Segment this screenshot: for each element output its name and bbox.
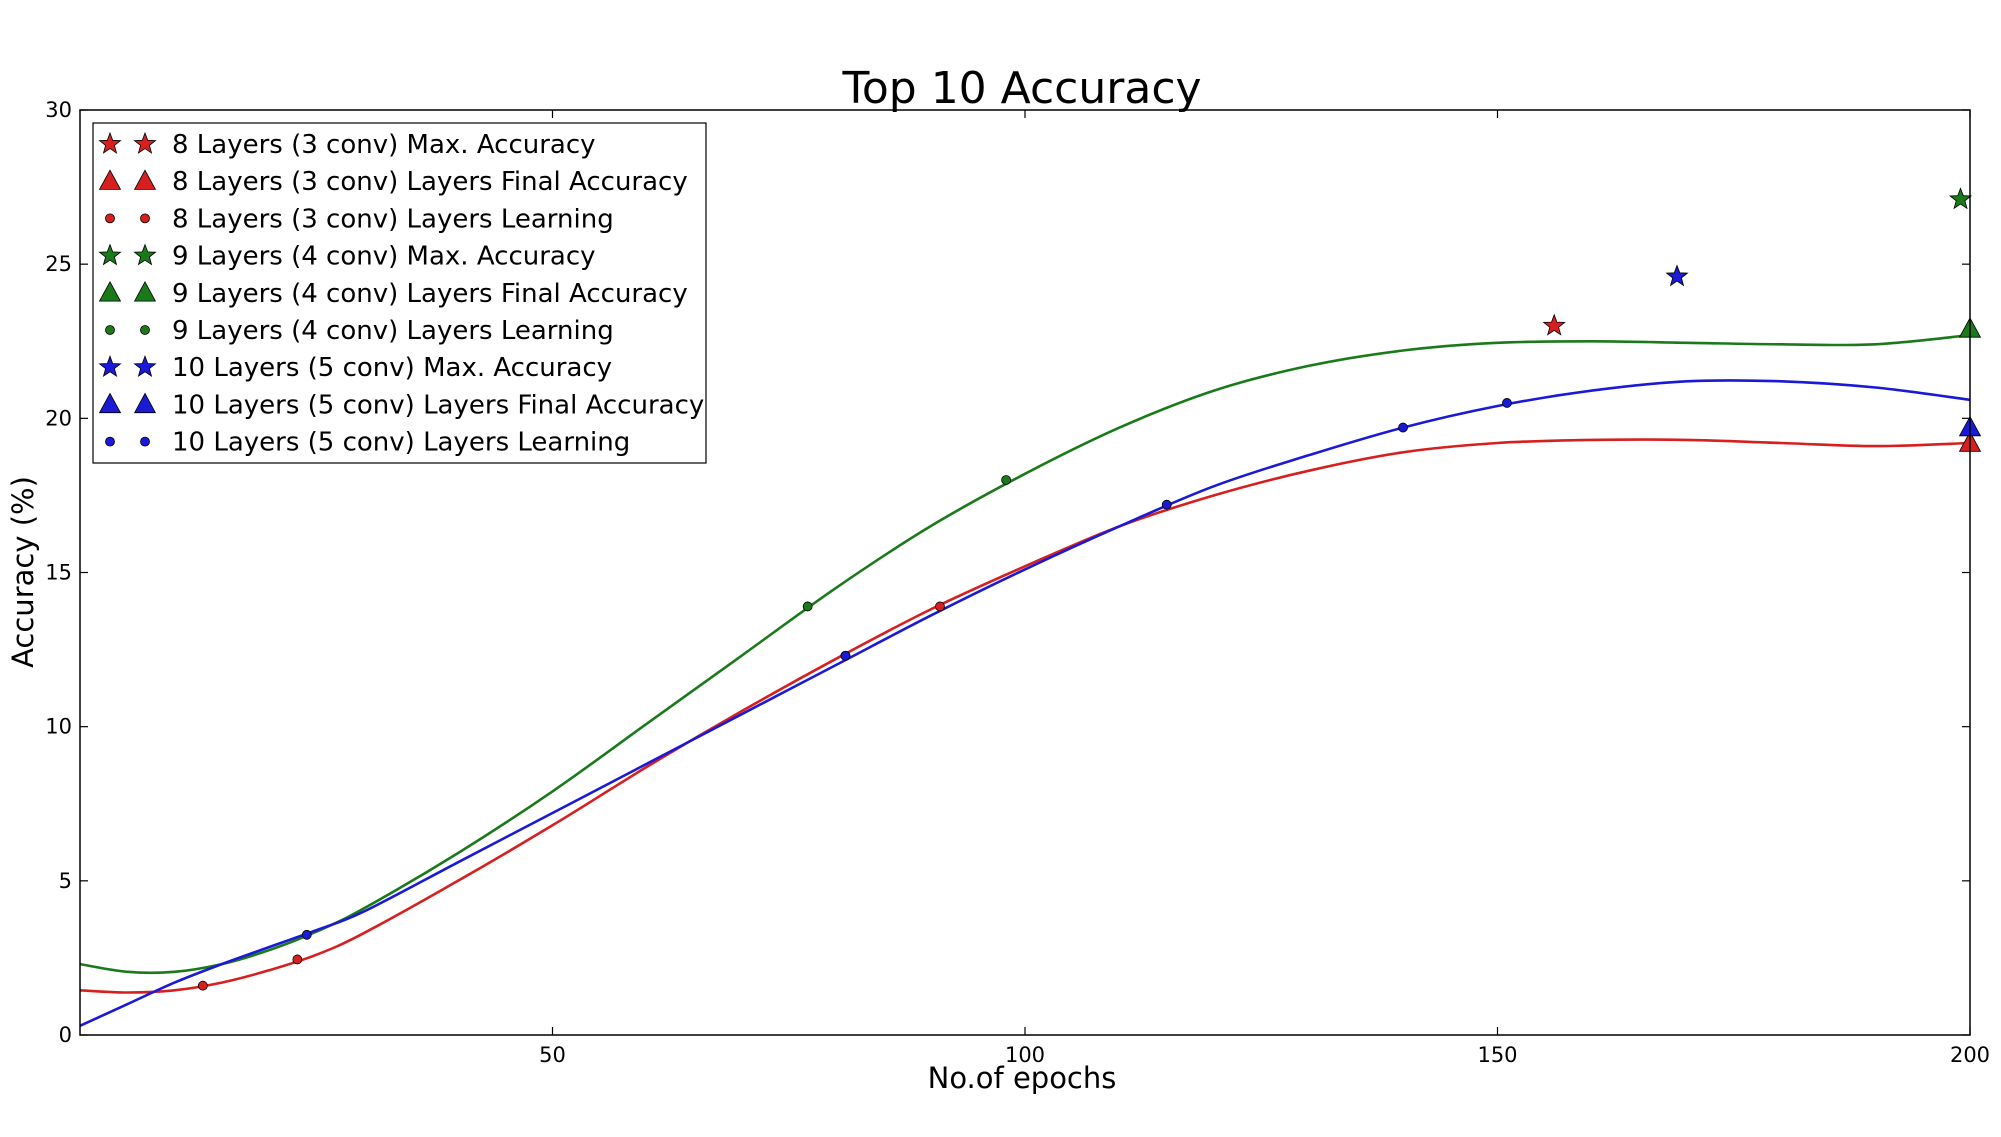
y-tick-label: 0 <box>59 1023 72 1047</box>
legend-box <box>92 122 707 464</box>
legend-star-marker <box>98 243 122 266</box>
legend-dot-marker <box>105 213 115 224</box>
learning-point-10-layers-5-conv <box>1161 499 1172 510</box>
legend-dot-marker <box>105 436 115 447</box>
legend-star-marker <box>133 355 157 378</box>
legend-label: 10 Layers (5 conv) Max. Accuracy <box>172 353 612 383</box>
plot-area <box>79 187 1982 1027</box>
legend-triangle-marker <box>133 280 157 302</box>
learning-point-8-layers-3-conv <box>292 954 303 965</box>
learning-point-10-layers-5-conv <box>1398 422 1408 433</box>
series-line-9-layers-4-conv <box>79 333 1971 975</box>
legend-star-marker <box>133 131 157 154</box>
legend-triangle-marker <box>133 169 157 190</box>
legend-triangle-marker <box>133 392 157 414</box>
chart-title: Top 10 Accuracy <box>841 63 1201 114</box>
legend-label: 10 Layers (5 conv) Layers Final Accuracy <box>172 390 704 420</box>
axes: 50 100 150 200 0 5 10 15 20 25 30 <box>45 98 1990 1067</box>
y-axis-label: Accuracy (%) <box>6 476 40 668</box>
legend-label: 8 Layers (3 conv) Max. Accuracy <box>172 130 596 160</box>
legend-label: 8 Layers (3 conv) Layers Learning <box>172 204 614 234</box>
x-tick-label: 100 <box>1005 1043 1045 1067</box>
legend-dot-marker <box>140 436 150 447</box>
legend-label: 8 Layers (3 conv) Layers Final Accuracy <box>172 167 688 197</box>
legend-dot-marker <box>140 213 150 224</box>
legend-label: 9 Layers (4 conv) Layers Learning <box>172 316 614 346</box>
max-accuracy-star-10-layers-5-conv <box>1665 264 1689 287</box>
y-tick-label: 15 <box>45 561 72 585</box>
legend-label: 9 Layers (4 conv) Max. Accuracy <box>172 242 596 272</box>
x-tick-label: 200 <box>1950 1043 1990 1067</box>
y-tick-label: 30 <box>45 98 72 122</box>
max-accuracy-star-8-layers-3-conv <box>1542 313 1566 336</box>
learning-point-10-layers-5-conv <box>1502 398 1512 408</box>
legend-dot-marker <box>105 325 115 335</box>
legend-star-marker <box>98 355 122 378</box>
x-tick-label: 150 <box>1477 1043 1517 1067</box>
learning-point-10-layers-5-conv <box>840 650 851 661</box>
legend-star-marker <box>98 131 122 154</box>
legend-label: 9 Layers (4 conv) Layers Final Accuracy <box>172 279 688 309</box>
legend-triangle-marker <box>98 280 122 302</box>
learning-point-9-layers-4-conv <box>802 601 813 612</box>
learning-point-10-layers-5-conv <box>301 929 312 940</box>
learning-point-8-layers-3-conv <box>197 980 208 991</box>
y-tick-label: 20 <box>45 406 72 430</box>
y-tick-label: 5 <box>59 869 72 893</box>
x-axis-label: No.of epochs <box>928 1061 1117 1095</box>
max-accuracy-star-9-layers-4-conv <box>1948 187 1973 210</box>
learning-point-9-layers-4-conv <box>1001 475 1011 485</box>
y-tick-label: 10 <box>45 715 72 739</box>
legend-star-marker <box>133 243 157 266</box>
series-line-10-layers-5-conv <box>79 379 1971 1027</box>
learning-point-8-layers-3-conv <box>935 601 945 612</box>
y-tick-label: 25 <box>45 252 72 276</box>
x-tick-label: 50 <box>539 1043 566 1067</box>
legend-label: 10 Layers (5 conv) Layers Learning <box>172 428 630 458</box>
legend: 8 Layers (3 conv) Max. Accuracy 8 Layers … <box>92 122 707 464</box>
legend-triangle-marker <box>98 392 122 414</box>
legend-dot-marker <box>140 325 150 335</box>
legend-triangle-marker <box>98 169 122 190</box>
